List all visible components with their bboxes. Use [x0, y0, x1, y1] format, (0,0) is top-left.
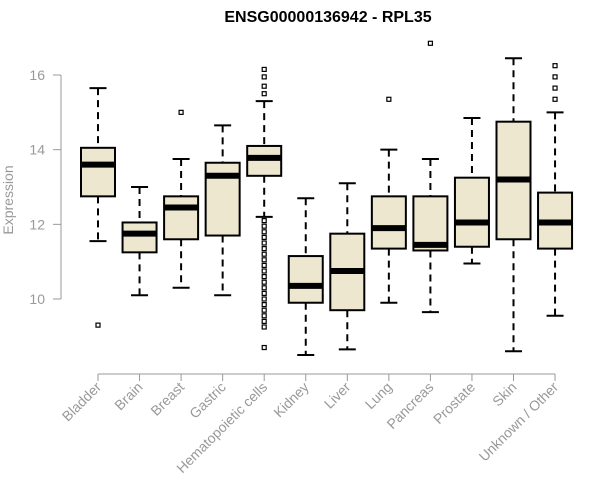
box-group: [163, 109, 200, 289]
outlier-point: [261, 307, 267, 313]
box-group: [495, 57, 532, 353]
outlier-point: [261, 66, 267, 73]
outlier-point: [552, 74, 558, 80]
outlier-point: [261, 296, 267, 302]
y-tick-label: 10: [29, 291, 45, 307]
outlier-point: [261, 234, 267, 241]
outlier-point: [261, 279, 267, 285]
x-tick-label: Breast: [147, 379, 187, 419]
outlier-point: [261, 290, 267, 297]
outlier-point: [261, 313, 267, 319]
outlier-point: [552, 96, 558, 102]
box-iqr: [80, 146, 116, 198]
outlier-point: [261, 274, 267, 280]
outlier-point: [552, 63, 558, 69]
outlier-point: [261, 74, 267, 80]
outlier-point: [386, 96, 392, 102]
outlier-point: [261, 218, 267, 224]
outlier-point: [261, 285, 267, 291]
x-tick-label: Skin: [489, 379, 520, 410]
outlier-point: [552, 85, 558, 91]
boxes-layer: [80, 40, 574, 356]
y-tick-label: 14: [29, 142, 45, 158]
outlier-point: [178, 109, 184, 115]
x-tick-label: Bladder: [59, 379, 105, 425]
box-group: [121, 186, 158, 297]
outlier-point: [261, 262, 267, 269]
box-group: [329, 182, 366, 351]
y-tick-label: 16: [29, 67, 45, 83]
outlier-point: [261, 91, 267, 97]
box-group: [370, 96, 407, 304]
outlier-point: [261, 344, 267, 351]
outlier-point: [261, 301, 267, 308]
box-group: [287, 197, 324, 356]
outlier-point: [261, 251, 267, 257]
box-group: [453, 116, 490, 265]
box-group: [80, 87, 116, 328]
x-tick-label: Kidney: [270, 379, 312, 421]
y-axis-label: Expression: [0, 165, 16, 234]
outlier-point: [261, 246, 267, 252]
outlier-point: [261, 83, 267, 89]
outlier-point: [261, 257, 267, 263]
outlier-point: [261, 229, 267, 235]
box-group: [204, 124, 241, 297]
box-group: [537, 63, 574, 317]
outlier-point: [261, 268, 267, 274]
x-tick-label: Prostate: [430, 379, 478, 427]
box-iqr: [163, 195, 200, 241]
outlier-point: [261, 223, 267, 229]
box-group: [412, 40, 449, 314]
box-iqr: [370, 195, 407, 250]
x-tick-label: Lung: [362, 379, 395, 412]
chart-title: ENSG00000136942 - RPL35: [224, 9, 431, 26]
box-iqr: [412, 195, 449, 252]
y-axis: 10 12 14 16: [29, 67, 62, 307]
x-tick-label: Brain: [111, 379, 145, 413]
box-group: [246, 66, 283, 351]
x-tick-label: Unknown / Other: [476, 379, 562, 465]
outlier-point: [95, 322, 101, 328]
outlier-point: [261, 324, 267, 330]
outlier-point: [261, 240, 267, 246]
outlier-point: [261, 318, 267, 324]
box-iqr: [287, 255, 324, 304]
box-iqr: [453, 176, 490, 248]
y-tick-label: 12: [29, 216, 45, 232]
x-tick-label: Liver: [321, 379, 354, 412]
box-iqr: [121, 221, 158, 254]
outlier-point: [427, 40, 433, 46]
